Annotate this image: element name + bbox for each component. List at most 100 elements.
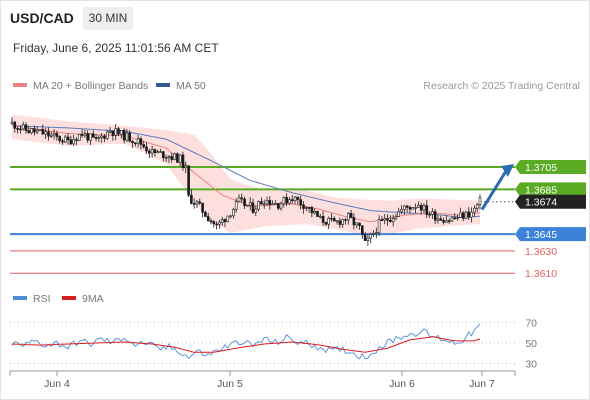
candle-body — [178, 154, 182, 163]
symbol-title: USD/CAD — [10, 10, 74, 26]
candle-body — [156, 151, 159, 154]
candle-body — [220, 219, 224, 223]
candle-body — [260, 201, 263, 205]
legend-ma50-label: MA 50 — [176, 80, 206, 92]
candle-body — [229, 215, 232, 218]
level-tag-bg — [515, 194, 586, 209]
candle-body — [61, 140, 64, 143]
candle-body — [439, 218, 443, 221]
candle-body — [13, 121, 17, 129]
candle-body — [251, 202, 255, 213]
candle-body — [164, 157, 168, 159]
candle-body — [134, 142, 137, 145]
candle-body — [21, 124, 25, 130]
candle-body — [310, 207, 314, 214]
candle-body — [33, 128, 36, 133]
candle-body — [397, 211, 401, 217]
ma50-line — [11, 125, 481, 218]
candle-body — [447, 220, 451, 222]
candle-body — [274, 203, 277, 205]
candle-body — [139, 138, 143, 145]
candle-body — [400, 209, 403, 213]
level-label-1.3610: 1.3610 — [525, 268, 557, 280]
candle-body — [380, 219, 384, 221]
level-tag-text: 1.3645 — [525, 229, 557, 241]
candle-body — [316, 211, 319, 217]
rsi-tick-50: 50 — [525, 338, 537, 350]
timeframe-button[interactable]: 30 MIN — [83, 7, 133, 30]
candle-body — [299, 199, 303, 206]
candles — [10, 117, 482, 246]
candle-body — [106, 131, 109, 139]
candle-body — [72, 139, 75, 145]
candle-body — [243, 198, 246, 206]
candle-body — [394, 216, 398, 219]
candle-body — [352, 217, 356, 226]
candle-body — [38, 129, 42, 131]
projection-arrow-shaft — [480, 170, 508, 211]
candle-body — [332, 218, 336, 222]
level-tag-bg — [515, 160, 586, 175]
candle-body — [417, 205, 420, 208]
candle-body — [142, 144, 145, 148]
candle-body — [153, 149, 157, 154]
ma9-swatch — [62, 296, 76, 301]
candle-body — [419, 205, 423, 211]
candle-body — [195, 201, 199, 205]
candle-body — [369, 234, 373, 239]
level-tag-text: 1.3685 — [525, 184, 557, 196]
level-tag-text: 1.3705 — [525, 162, 557, 174]
candle-body — [374, 232, 378, 234]
datetime-label: Friday, June 6, 2025 11:01:56 AM CET — [13, 41, 219, 55]
candle-body — [49, 134, 53, 137]
legend-9ma-label: 9MA — [82, 293, 104, 305]
candle-body — [234, 201, 238, 210]
candle-body — [248, 202, 252, 206]
candle-body — [363, 234, 367, 241]
candle-body — [414, 207, 417, 209]
candle-body — [346, 213, 350, 221]
candle-body — [117, 128, 120, 135]
level-tag-bg — [515, 227, 586, 242]
candle-body — [89, 133, 92, 141]
candle-body — [170, 156, 174, 160]
candle-body — [122, 130, 126, 141]
bollinger-band — [12, 114, 480, 236]
candle-body — [268, 200, 272, 205]
legend-ma20: MA 20 + Bollinger Bands — [13, 80, 148, 92]
candle-body — [279, 203, 283, 209]
candle-body — [114, 128, 117, 136]
candle-body — [69, 139, 73, 145]
candle-body — [47, 131, 50, 137]
candle-body — [296, 196, 300, 200]
candle-body — [335, 220, 339, 223]
candle-body — [209, 220, 213, 223]
level-label-1.3674: 1.3674 — [515, 194, 586, 209]
candle-body — [461, 212, 465, 219]
candle-body — [176, 153, 179, 163]
candle-body — [223, 219, 227, 223]
rsi-line — [11, 323, 481, 360]
candle-body — [304, 207, 308, 209]
candle-body — [226, 215, 230, 223]
candle-body — [145, 146, 148, 152]
candle-body — [344, 219, 347, 221]
legend-rsi-label: RSI — [33, 293, 51, 305]
candle-body — [330, 217, 333, 220]
candle-body — [467, 211, 471, 218]
candle-body — [16, 128, 19, 130]
candle-body — [473, 207, 476, 213]
candle-body — [10, 121, 14, 124]
candle-body — [478, 197, 482, 205]
candle-body — [360, 225, 364, 235]
candle-body — [41, 129, 45, 135]
candle-body — [190, 194, 193, 204]
legend-rsi: RSI — [13, 293, 51, 305]
projection-arrow-head — [501, 164, 514, 178]
candle-body — [64, 136, 67, 143]
candle-body — [428, 214, 431, 216]
candle-body — [456, 217, 459, 219]
candle-body — [470, 211, 473, 218]
candle-body — [338, 220, 342, 225]
candle-body — [246, 204, 249, 207]
